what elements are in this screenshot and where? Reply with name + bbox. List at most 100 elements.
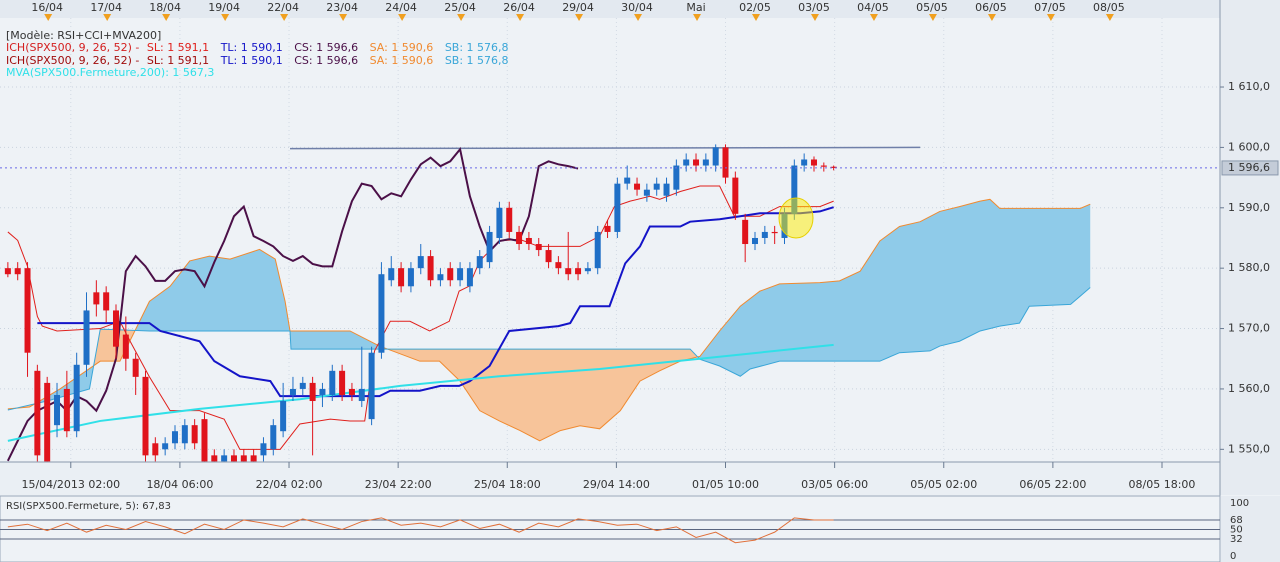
event-marker (1105, 14, 1114, 21)
legend-entry: TL: 1 590,1 (220, 54, 283, 67)
y-tick-label: 1 550,0 (1228, 442, 1270, 455)
candle-body (417, 256, 424, 269)
legend-row: ICH(SPX500, 9, 26, 52) - SL: 1 591,1 TL:… (6, 41, 509, 54)
y-tick-label: 1 590,0 (1228, 201, 1270, 214)
legend-entry: CS: 1 596,6 (294, 54, 358, 67)
y-tick-label: 1 600,0 (1228, 140, 1270, 153)
event-marker (162, 14, 171, 21)
indicator-line (6, 146, 579, 462)
event-marker (869, 14, 878, 21)
candle-body (614, 183, 621, 232)
candle-body (466, 268, 473, 287)
legend-entry: SA: 1 590,6 (370, 41, 434, 54)
candle-body (329, 370, 336, 395)
candle-body (309, 382, 316, 402)
cloud (7, 198, 1091, 442)
candle-body (427, 256, 434, 281)
candle-body (810, 159, 817, 166)
candle-body (752, 237, 759, 245)
x-tick-label: 03/05 06:00 (801, 478, 868, 491)
event-marker (398, 14, 407, 21)
x-tick-label: 06/05 22:00 (1019, 478, 1086, 491)
indicator-lines (6, 146, 921, 462)
date-label: 23/04 (326, 1, 358, 14)
event-marker (928, 14, 937, 21)
legend-entry: SB: 1 576,8 (445, 41, 509, 54)
candle-body (54, 394, 61, 426)
legend-entry: CS: 1 596,6 (294, 41, 358, 54)
rsi-axis-area (1221, 496, 1280, 562)
candle-body (358, 388, 365, 402)
time-axis-area (0, 462, 1220, 495)
rsi-tick-label: 50 (1230, 525, 1243, 536)
candle-body (801, 159, 808, 166)
candle-body (181, 425, 188, 444)
candle-body (83, 310, 90, 365)
legend-entry: MVA(SPX500.Fermeture,200): 1 567,3 (6, 66, 214, 79)
rsi-line (7, 517, 834, 544)
cloud-fill (387, 349, 697, 441)
date-label: 06/05 (975, 1, 1007, 14)
legend-row: ICH(SPX500, 9, 26, 52) - SL: 1 591,1 TL:… (6, 54, 509, 67)
candle-body (398, 268, 405, 287)
candle-body (348, 388, 355, 395)
cloud-line (7, 287, 1091, 411)
highlight-circle (778, 197, 814, 239)
event-marker (575, 14, 584, 21)
candle-body (142, 376, 149, 456)
candle-body (476, 256, 483, 269)
candle-body (162, 443, 169, 450)
candle-body (506, 207, 513, 232)
candle-body (103, 292, 110, 311)
legend-entry: SL: 1 591,1 (147, 41, 209, 54)
candle-body (457, 268, 464, 281)
candle-body (4, 268, 11, 275)
legend-entry: SL: 1 591,1 (147, 54, 209, 67)
event-marker (44, 14, 53, 21)
candle-body (447, 268, 454, 281)
candle-body (673, 165, 680, 190)
date-label: 07/05 (1034, 1, 1066, 14)
date-strip (0, 0, 1220, 18)
candle-body (437, 274, 444, 281)
candle-body (14, 268, 21, 275)
date-label: 24/04 (385, 1, 417, 14)
candle-body (240, 455, 247, 462)
x-tick-label: 01/05 10:00 (692, 478, 759, 491)
last-price-box (1221, 160, 1279, 176)
candle-body (201, 419, 208, 462)
candle-body (624, 177, 631, 184)
date-label: 19/04 (208, 1, 240, 14)
event-marker (752, 14, 761, 21)
candle-body (771, 231, 778, 234)
candle-body (594, 231, 601, 269)
candle-body (378, 274, 385, 353)
candle-body (820, 165, 827, 167)
candle-body (44, 382, 51, 462)
event-marker (457, 14, 466, 21)
candle-body (221, 455, 228, 462)
y-tick-label: 1 570,0 (1228, 322, 1270, 335)
date-label: 26/04 (503, 1, 535, 14)
event-marker (693, 14, 702, 21)
legend-prefix: ICH(SPX500, 9, 26, 52) - (6, 41, 139, 54)
indicator-line (37, 206, 834, 398)
candle-body (211, 455, 218, 462)
candle-body (486, 231, 493, 263)
candle-body (368, 352, 375, 420)
event-marker (339, 14, 348, 21)
date-label: Mai (686, 1, 705, 14)
candle-body (584, 268, 591, 272)
rsi-tick-label: 68 (1230, 515, 1243, 526)
x-tick-label: 05/05 02:00 (910, 478, 977, 491)
candle-body (565, 268, 572, 275)
candle-body (73, 364, 80, 432)
candle-body (339, 370, 346, 395)
candle-body (250, 455, 257, 462)
axes: 1 550,0 1 560,0 1 570,0 1 580,0 1 590,0 1 600… (0, 1, 1279, 491)
event-marker (103, 14, 112, 21)
event-marker (987, 14, 996, 21)
